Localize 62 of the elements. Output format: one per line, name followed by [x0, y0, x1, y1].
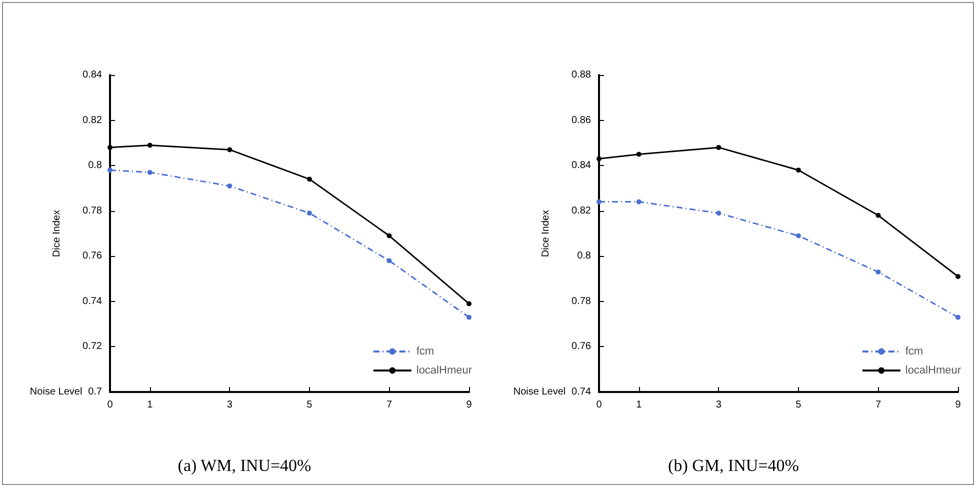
point	[466, 301, 472, 306]
point	[227, 183, 232, 188]
x-tick-label: 3	[226, 400, 233, 410]
x-tick-label: 9	[955, 400, 962, 410]
x-tick-label: 7	[386, 400, 392, 410]
legend-label: fcm	[905, 346, 924, 358]
x-tick-label: 0	[596, 400, 602, 410]
text: (b) GM, INU=40%	[668, 456, 799, 475]
point	[796, 233, 801, 238]
point	[306, 176, 312, 182]
point	[876, 269, 881, 274]
point	[386, 233, 392, 238]
y-tick-label: 0.82	[82, 114, 102, 126]
legend-label: localHmeur	[905, 364, 962, 376]
y-tick-label: 0.8	[88, 160, 102, 172]
y-axis-title: Dice Index	[52, 210, 62, 258]
x-tick-label: 1	[147, 400, 154, 410]
x-axis-title: Noise Level	[513, 386, 566, 398]
legend-label: localHmeur	[416, 364, 472, 376]
point	[956, 274, 960, 280]
text: (a) WM, INU=40%	[178, 456, 312, 475]
point	[596, 199, 602, 204]
point	[386, 258, 392, 264]
point	[716, 210, 722, 216]
point	[796, 168, 801, 173]
point	[956, 314, 960, 320]
y-tick-label: 0.78	[572, 296, 592, 307]
x-tick-label: 1	[636, 400, 642, 410]
y-tick-label: 0.72	[82, 341, 102, 352]
y-tick-label: 0.84	[82, 70, 102, 80]
point	[306, 210, 312, 216]
point	[227, 147, 232, 152]
y-tick-label: 0.82	[572, 205, 592, 216]
y-axis-title: Dice Index	[540, 210, 552, 258]
y-tick-label: 0.84	[572, 160, 592, 172]
point	[108, 168, 112, 173]
point	[876, 212, 881, 218]
point	[147, 170, 152, 175]
y-tick-label: 0.78	[82, 205, 102, 216]
x-tick-label: 5	[306, 400, 313, 410]
y-tick-label: 0.74	[572, 386, 592, 398]
point	[108, 144, 112, 150]
x-tick-label: 3	[716, 400, 722, 410]
y-tick-label: 0.74	[82, 296, 102, 307]
y-tick-label: 0.76	[82, 250, 102, 262]
point	[466, 314, 472, 320]
legend-label: fcm	[416, 346, 434, 358]
x-tick-label: 5	[796, 400, 802, 410]
point	[636, 199, 642, 204]
point	[636, 152, 642, 157]
y-tick-label: 0.88	[572, 70, 592, 80]
point	[147, 142, 152, 148]
x-tick-label: 9	[466, 400, 472, 410]
y-tick-label: 0.7	[88, 386, 102, 398]
y-tick-label: 0.8	[577, 250, 592, 262]
x-tick-label: 0	[107, 400, 114, 410]
y-tick-label: 0.76	[572, 341, 592, 352]
point	[596, 156, 602, 162]
x-tick-label: 7	[875, 400, 882, 410]
x-axis-title: Noise Level	[30, 386, 82, 398]
point	[716, 144, 722, 150]
y-tick-label: 0.86	[572, 114, 592, 126]
